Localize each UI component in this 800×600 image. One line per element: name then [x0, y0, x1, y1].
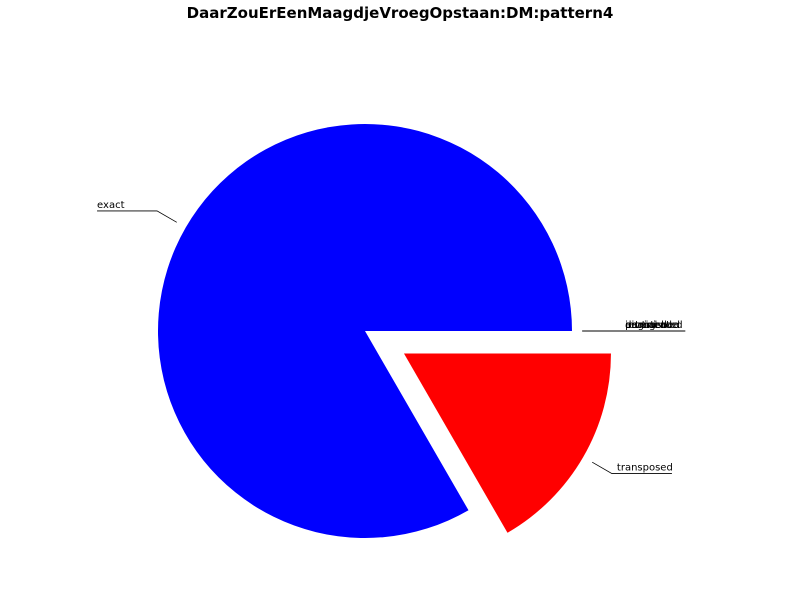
slice-label-transposed: transposed [617, 463, 673, 474]
pie-slice-transposed [403, 353, 611, 533]
slice-label-inverted: inverted [625, 320, 667, 331]
pie-slices [157, 124, 611, 539]
slice-label-partial: partial [625, 320, 657, 331]
pie-labels: exact transposed invertedretrogradeaugment… [97, 200, 686, 474]
slice-label-retrograde: retrograde [625, 320, 678, 331]
slice-label-augmented: augmented [625, 320, 682, 331]
slice-label-exact: exact [97, 200, 125, 211]
slice-label-diminished: diminished [625, 320, 680, 331]
pie-slice-exact [157, 124, 573, 539]
chart-title: DaarZouErEenMaagdjeVroegOpstaan:DM:patte… [186, 4, 614, 22]
leader-line-transposed [592, 461, 672, 474]
leader-line-exact [97, 210, 177, 223]
